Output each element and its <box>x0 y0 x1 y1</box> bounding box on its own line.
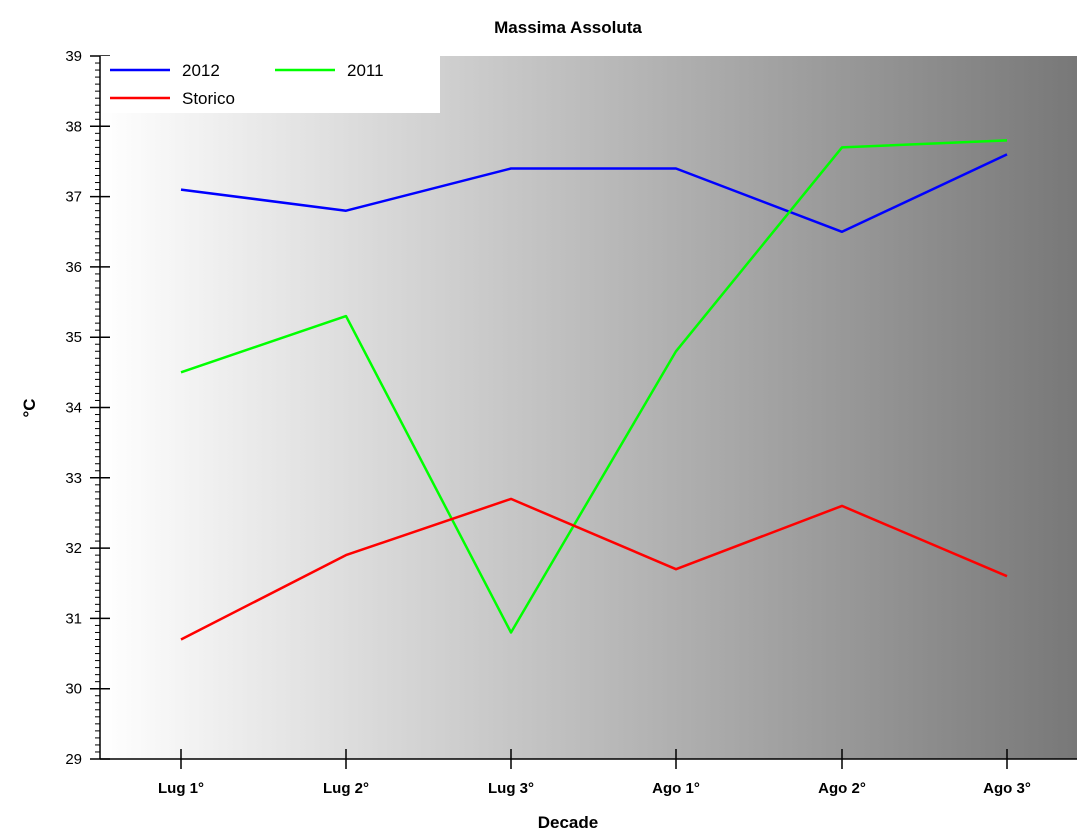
x-tick-label: Ago 2° <box>818 780 866 797</box>
legend-label-storico: Storico <box>182 89 235 108</box>
y-axis-title: °C <box>20 398 39 417</box>
x-tick-label: Ago 3° <box>983 780 1031 797</box>
series-line-2012 <box>180 153 1008 234</box>
y-tick-label: 33 <box>65 470 82 487</box>
y-tick-label: 29 <box>65 751 82 768</box>
y-tick-label: 31 <box>65 610 82 627</box>
y-tick-label: 38 <box>65 118 82 135</box>
y-tick-label: 34 <box>65 400 82 417</box>
series-line-2011 <box>180 139 1008 634</box>
chart-title: Massima Assoluta <box>494 18 642 37</box>
y-tick-label: 37 <box>65 189 82 206</box>
legend-box <box>100 56 440 113</box>
y-tick-label: 39 <box>65 48 82 65</box>
y-tick-label: 32 <box>65 540 82 557</box>
x-tick-label: Ago 1° <box>652 780 700 797</box>
legend-label-2011: 2011 <box>347 61 384 80</box>
y-tick-label: 36 <box>65 259 82 276</box>
legend-label-2012: 2012 <box>182 61 220 80</box>
x-axis-title: Decade <box>538 813 598 832</box>
plot-background <box>100 56 1077 759</box>
x-tick-label: Lug 1° <box>158 780 204 797</box>
y-tick-label: 35 <box>65 329 82 346</box>
y-tick-label: 30 <box>65 681 82 698</box>
series-line-storico <box>180 497 1008 641</box>
x-tick-label: Lug 3° <box>488 780 534 797</box>
x-tick-label: Lug 2° <box>323 780 369 797</box>
